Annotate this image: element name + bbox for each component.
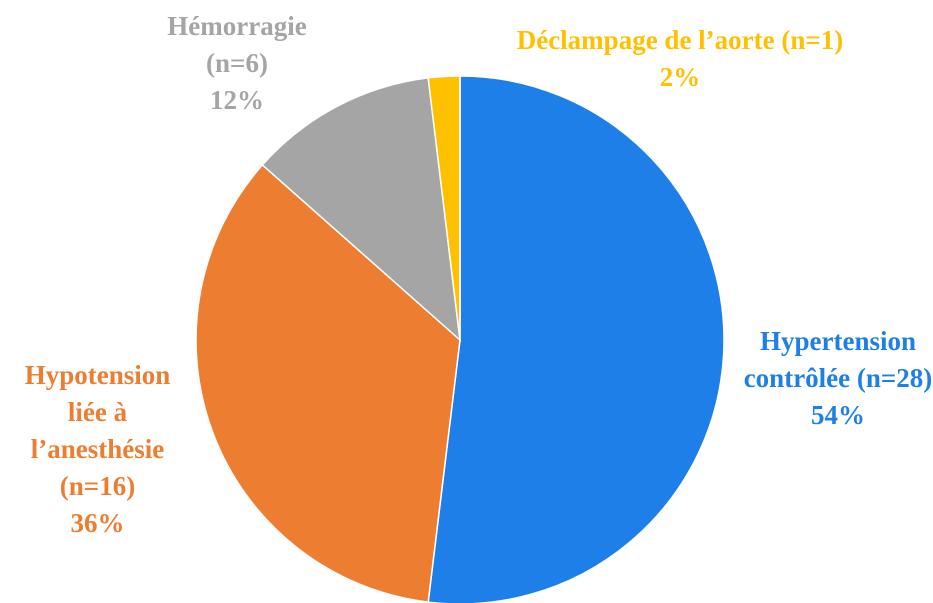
category-label: Hémorragie (n=6): [167, 11, 307, 78]
category-label: Déclampage de l’aorte (n=1): [516, 25, 844, 55]
value-label: 54%: [811, 400, 865, 430]
slice-label: Hémorragie (n=6) 12%: [147, 8, 327, 119]
slice-label: Déclampage de l’aorte (n=1) 2%: [470, 22, 890, 96]
value-label: 12%: [210, 85, 264, 115]
category-label: Hypotension liée à l’anesthésie (n=16): [24, 360, 171, 501]
pie-slice: [195, 163, 461, 603]
value-label: 2%: [659, 62, 701, 92]
slice-label: Hypotension liée à l’anesthésie (n=16) 36…: [5, 357, 190, 542]
slice-label: Hypertension contrôlée (n=28) 54%: [743, 323, 933, 434]
pie-slice: [427, 75, 461, 341]
pie-slice: [427, 75, 725, 603]
category-label: Hypertension contrôlée (n=28): [743, 326, 933, 393]
value-label: 36%: [70, 508, 125, 538]
pie-slice: [261, 77, 461, 342]
